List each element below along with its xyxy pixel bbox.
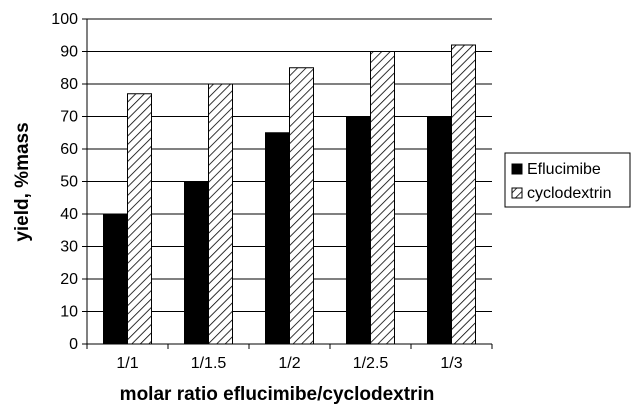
y-tick-labels: 0 10 20 30 40 50 60 70 80 90 100 <box>51 11 78 353</box>
legend: Eflucimibe cyclodextrin <box>504 152 631 208</box>
bars <box>103 44 476 345</box>
bar-cyclodextrin-1-2 <box>289 67 314 345</box>
bar-cyclodextrin-1-3 <box>451 44 476 345</box>
y-tick-label: 10 <box>60 304 78 321</box>
bar-eflucimibe-1-3 <box>427 116 452 345</box>
y-tick-label: 40 <box>60 206 78 223</box>
legend-box <box>504 152 631 208</box>
legend-label-cyclodextrin: cyclodextrin <box>527 185 611 202</box>
y-tick-label: 20 <box>60 271 78 288</box>
y-tick-label: 50 <box>60 174 78 191</box>
axes <box>82 18 493 349</box>
legend-label-eflucimibe: Eflucimibe <box>527 161 601 178</box>
x-tick-label: 1/3 <box>440 355 462 372</box>
bar-eflucimibe-1-2 <box>265 132 290 345</box>
bar-eflucimibe-1-1 <box>103 213 128 345</box>
y-tick-label: 100 <box>51 11 78 28</box>
y-tick-label: 0 <box>69 336 78 353</box>
x-tick-label: 1/2 <box>278 355 300 372</box>
y-tick-label: 70 <box>60 109 78 126</box>
legend-swatch-cyclodextrin <box>511 187 523 199</box>
y-tick-label: 80 <box>60 76 78 93</box>
x-tick-labels: 1/1 1/1.5 1/2 1/2.5 1/3 <box>116 355 462 372</box>
x-axis-title: molar ratio eflucimibe/cyclodextrin <box>120 384 435 405</box>
y-tick-label: 90 <box>60 44 78 61</box>
x-tick-label: 1/2.5 <box>353 355 389 372</box>
bar-cyclodextrin-1-2-5 <box>370 51 395 345</box>
bar-eflucimibe-1-1-5 <box>184 181 209 345</box>
x-tick-label: 1/1 <box>116 355 138 372</box>
y-tick-label: 60 <box>60 141 78 158</box>
bar-eflucimibe-1-2-5 <box>346 116 371 345</box>
y-axis-title: yield, %mass <box>12 122 33 241</box>
legend-swatch-eflucimibe <box>511 163 523 175</box>
bar-cyclodextrin-1-1 <box>127 93 152 345</box>
y-tick-label: 30 <box>60 239 78 256</box>
x-tick-label: 1/1.5 <box>191 355 227 372</box>
bar-cyclodextrin-1-1-5 <box>208 83 233 345</box>
